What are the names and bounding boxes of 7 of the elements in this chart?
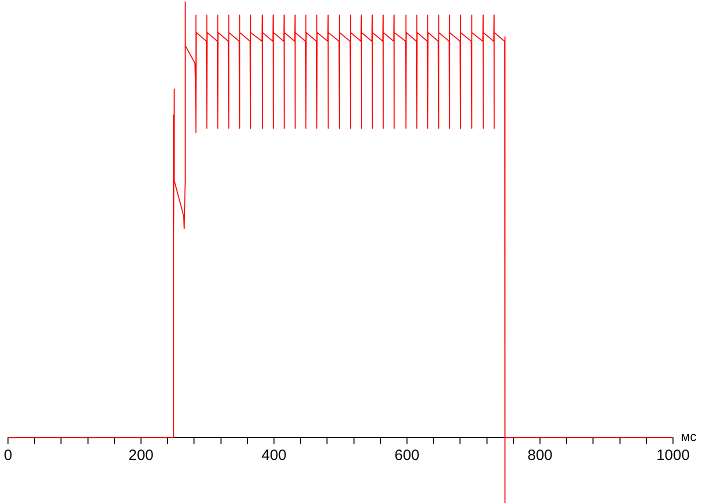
x-tick-label: 200 xyxy=(128,446,154,464)
x-tick-label: 400 xyxy=(261,446,287,464)
x-tick-label: 800 xyxy=(527,446,553,464)
x-axis-title: мс xyxy=(681,429,697,444)
x-tick-label: 0 xyxy=(4,446,12,464)
x-tick-label: 1000 xyxy=(656,446,690,464)
x-tick-label: 600 xyxy=(394,446,420,464)
